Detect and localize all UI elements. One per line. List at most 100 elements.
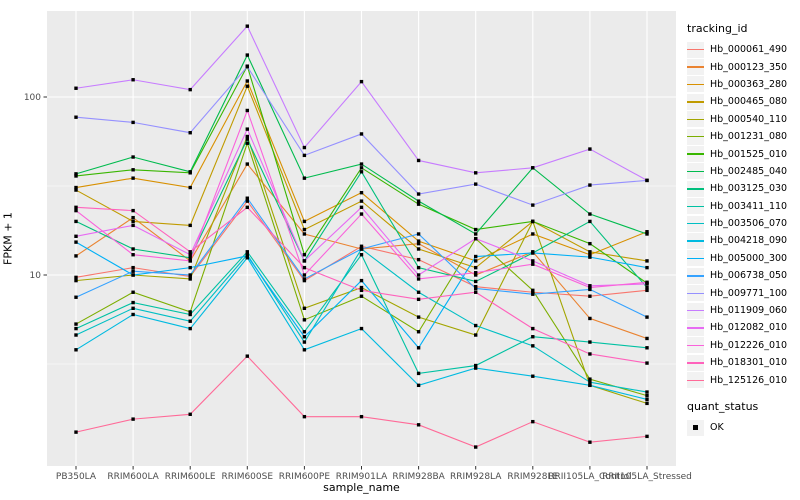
data-point [474, 363, 478, 368]
data-point [359, 326, 364, 331]
data-point [188, 185, 192, 190]
legend-key [687, 128, 704, 145]
x-tick-label: RRII105LA_Stressed [602, 472, 692, 482]
legend-entry: Hb_000123_350 [687, 58, 787, 76]
legend-entry-label: Hb_012082_010 [710, 322, 788, 334]
data-point [74, 188, 78, 192]
data-point [131, 247, 135, 251]
data-point [302, 277, 307, 281]
data-point [188, 256, 192, 260]
data-point [645, 346, 649, 350]
legend-entries: Hb_000061_490 Hb_000123_350 Hb_000363_280 H… [687, 41, 787, 389]
data-point [74, 254, 78, 258]
data-point [588, 285, 592, 290]
data-point [131, 312, 135, 317]
data-point [245, 79, 249, 83]
data-point [359, 162, 364, 166]
data-point [645, 259, 649, 263]
data-point [245, 127, 249, 131]
data-point [188, 273, 192, 277]
legend-entry: Hb_012226_010 [687, 337, 787, 354]
data-point [359, 244, 364, 248]
data-point [645, 393, 649, 398]
data-point [588, 352, 592, 356]
legend-entry: Hb_003411_110 [687, 198, 787, 215]
legend-entry: Hb_000465_080 [687, 93, 787, 110]
legend-entry-label: Hb_009771_100 [710, 287, 788, 299]
legend-key-line-icon [687, 327, 704, 329]
data-point [474, 286, 478, 291]
legend-entry-label: Hb_002485_040 [710, 165, 788, 177]
data-point [131, 306, 135, 311]
legend-key-line-icon [687, 257, 704, 260]
legend-entry-label: Hb_003411_110 [710, 200, 788, 212]
legend-key-line-icon [687, 49, 704, 51]
legend-key [687, 93, 704, 110]
data-point [474, 290, 478, 294]
data-point [74, 348, 78, 352]
x-tick-label: RRIM928BA [392, 472, 445, 482]
x-tick-label: RRII105LA_Control [548, 472, 631, 482]
data-point [74, 326, 78, 331]
legend-key [687, 111, 704, 128]
legend-entry: Hb_001231_080 [687, 128, 787, 145]
legend-entry: Hb_004218_090 [687, 232, 787, 249]
data-point [359, 199, 364, 203]
legend-entry-label: Hb_006738_050 [710, 270, 788, 282]
data-point [645, 288, 649, 293]
legend-entry-label: Hb_001231_080 [710, 131, 788, 143]
data-point [416, 192, 421, 196]
data-point [302, 153, 307, 158]
legend-entry-label: Hb_004218_090 [710, 235, 788, 247]
data-point [645, 282, 649, 286]
legend-key [687, 198, 704, 215]
data-point [74, 234, 78, 238]
legend-key-line-icon [687, 309, 704, 312]
data-point [245, 205, 249, 210]
data-point [588, 383, 592, 388]
data-point [416, 202, 421, 206]
data-point [416, 257, 421, 262]
legend-key [687, 41, 704, 58]
data-point [131, 265, 135, 270]
data-point [188, 277, 192, 281]
data-point [474, 333, 478, 337]
data-point [359, 278, 364, 283]
data-point [588, 340, 592, 344]
legend-entry-label: Hb_001525_010 [710, 148, 788, 160]
data-point [245, 64, 249, 69]
data-point [474, 279, 478, 284]
legend-key-line-icon [687, 362, 704, 364]
data-point [531, 292, 535, 296]
data-point [588, 250, 592, 254]
data-point [645, 232, 649, 236]
data-point [302, 145, 307, 150]
data-point [131, 290, 135, 294]
data-point [359, 190, 364, 195]
data-point [131, 78, 135, 82]
data-point [531, 419, 535, 424]
data-point [131, 269, 135, 273]
legend-entry: OK [687, 419, 758, 436]
legend-entry-label: Hb_000363_280 [710, 78, 788, 90]
data-point [531, 344, 535, 348]
data-point [474, 236, 478, 241]
data-point [588, 440, 592, 444]
data-point [131, 219, 135, 224]
data-point [302, 330, 307, 334]
legend-entry: Hb_012082_010 [687, 319, 787, 336]
data-point [588, 241, 592, 246]
data-point [645, 336, 649, 341]
data-point [245, 24, 249, 28]
data-point [645, 434, 649, 439]
data-point [416, 346, 421, 350]
data-point [188, 326, 192, 331]
legend-key [687, 319, 704, 336]
data-point [588, 287, 592, 292]
legend-key-line-icon [687, 222, 704, 225]
data-point [531, 290, 535, 294]
data-point [74, 295, 78, 299]
legend-tracking-id: tracking_id Hb_000061_490 Hb_000123_350 Hb… [687, 22, 787, 389]
x-tick-label: RRIM928LE [507, 472, 558, 482]
